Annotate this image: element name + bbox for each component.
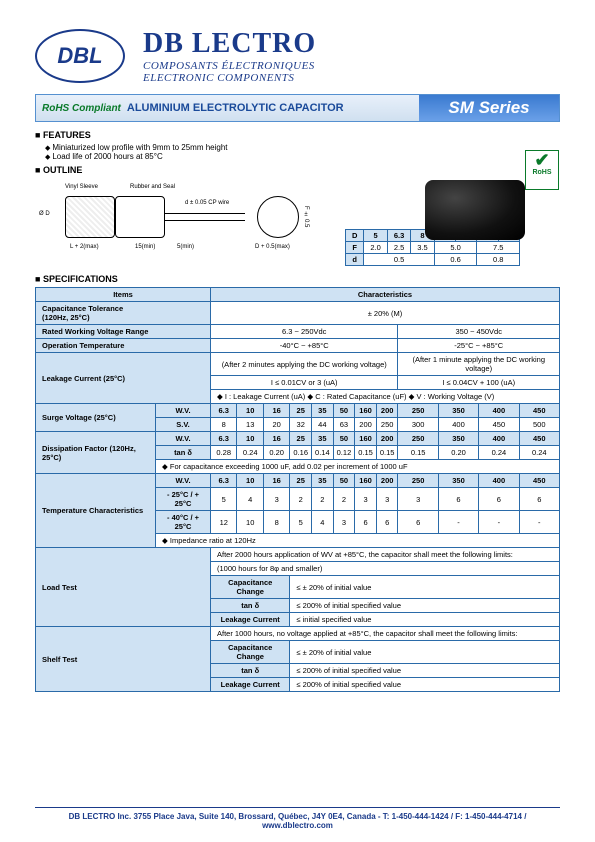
rubber-label: Rubber and Seal — [130, 184, 175, 190]
brand-sub2: ELECTRONIC COMPONENTS — [143, 72, 316, 84]
features-list: Miniaturized low profile with 9mm to 25m… — [45, 143, 560, 161]
rohs-badge-text: RoHS — [526, 169, 558, 176]
brand-block: DB LECTRO COMPOSANTS ÉLECTRONIQUES ELECT… — [143, 28, 316, 84]
F05-label: F ± 0.5 — [303, 206, 309, 227]
title-left: RoHS Compliant ALUMINIUM ELECTROLYTIC CA… — [36, 95, 419, 121]
logo-text: DBL — [57, 43, 102, 69]
outline-drawing: Vinyl Sleeve Rubber and Seal d ± 0.05 CP… — [35, 178, 335, 268]
title-bar: RoHS Compliant ALUMINIUM ELECTROLYTIC CA… — [35, 94, 560, 122]
page-header: DBL DB LECTRO COMPOSANTS ÉLECTRONIQUES E… — [35, 28, 560, 84]
series-badge: SM Series — [419, 95, 559, 121]
capacitor-photo — [425, 180, 525, 240]
feature-item: Load life of 2000 hours at 85°C — [45, 152, 560, 161]
feature-item: Miniaturized low profile with 9mm to 25m… — [45, 143, 560, 152]
len15-label: 15(min) — [135, 244, 155, 250]
phiD-label: Ø D — [39, 211, 50, 217]
spec-table: ItemsCharacteristicsCapacitance Toleranc… — [35, 287, 560, 692]
logo: DBL — [35, 29, 125, 83]
L-label: L + 2(max) — [70, 244, 99, 250]
wire-label: d ± 0.05 CP wire — [185, 200, 229, 206]
rohs-compliant-label: RoHS Compliant — [42, 103, 121, 114]
D05-label: D + 0.5(max) — [255, 244, 290, 250]
title-text: ALUMINIUM ELECTROLYTIC CAPACITOR — [127, 102, 344, 114]
rohs-badge: ✔ RoHS — [525, 150, 559, 190]
page-footer: DB LECTRO Inc. 3755 Place Java, Suite 14… — [35, 807, 560, 830]
brand-name: DB LECTRO — [143, 28, 316, 60]
outline-heading: OUTLINE — [35, 165, 560, 175]
check-icon: ✔ — [526, 151, 558, 169]
specifications-heading: SPECIFICATIONS — [35, 274, 560, 284]
brand-sub1: COMPOSANTS ÉLECTRONIQUES — [143, 60, 316, 72]
len5-label: 5(min) — [177, 244, 194, 250]
vinyl-label: Vinyl Sleeve — [65, 184, 98, 190]
features-heading: FEATURES — [35, 130, 560, 140]
